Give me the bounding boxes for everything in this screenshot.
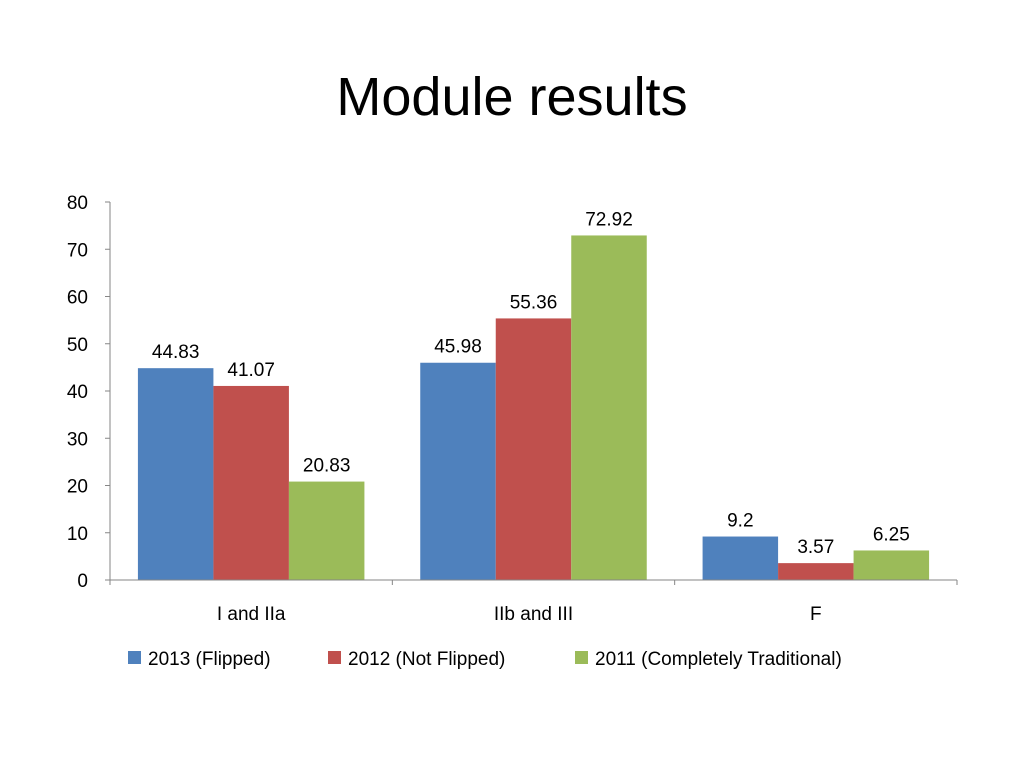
bar-value-label: 45.98 [434,337,482,358]
bar [571,235,647,580]
legend-label: 2013 (Flipped) [148,649,271,670]
x-axis-ticks: I and IIa IIb and III F [109,580,958,625]
legend-swatch [328,651,341,664]
bar [702,536,779,580]
y-tick-label: 60 [67,288,88,309]
bar-value-label: 41.07 [227,360,275,381]
bar [137,368,214,580]
y-tick-label: 30 [67,429,88,450]
legend-label: 2012 (Not Flipped) [348,649,505,670]
bars-group [137,235,930,580]
y-tick-label: 50 [67,335,88,356]
y-tick-label: 20 [67,477,88,498]
bar-value-label: 72.92 [585,209,633,230]
bar-value-label: 20.83 [303,456,351,477]
legend-label: 2011 (Completely Traditional) [595,649,842,670]
y-tick-label: 40 [67,382,88,403]
bar [420,362,496,580]
y-tick-label: 10 [67,524,88,545]
bar-value-label: 6.25 [873,524,910,545]
slide-title: Module results [336,67,688,127]
x-tick-label: F [810,604,822,625]
legend-swatch [128,651,141,664]
y-axis-ticks: 0 10 20 30 40 50 60 70 80 [67,193,110,592]
axes-group [109,202,957,581]
bar [495,318,572,580]
data-labels-group: 44.83 41.07 20.83 45.98 55.36 72.92 9.2 3.57 6.2… [152,209,910,558]
legend-swatch [575,651,588,664]
bar [288,481,365,580]
bar [213,385,289,580]
x-tick-label: IIb and III [494,604,573,625]
legend: 2013 (Flipped) 2012 (Not Flipped) 2011 (Co… [128,649,842,670]
y-tick-label: 80 [67,193,88,214]
bar-value-label: 3.57 [797,537,834,558]
bar [778,563,854,580]
bar [853,550,930,580]
y-tick-label: 0 [77,571,88,592]
x-tick-label: I and IIa [217,604,286,625]
bar-value-label: 9.2 [727,511,753,532]
y-tick-label: 70 [67,240,88,261]
bar-value-label: 44.83 [152,342,200,363]
bar-value-label: 55.36 [510,292,558,313]
